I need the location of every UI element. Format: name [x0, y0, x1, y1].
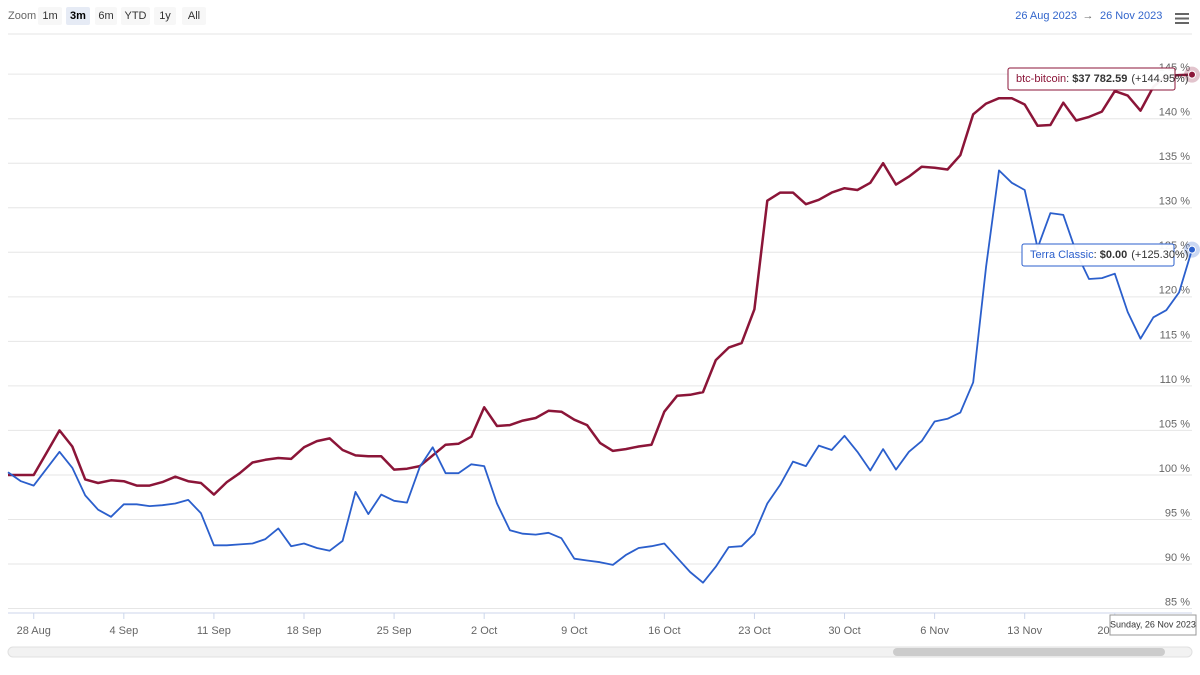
range-button-label[interactable]: All: [188, 10, 200, 22]
range-button[interactable]: [121, 7, 150, 25]
tooltip-price: $37 782.59: [1072, 73, 1127, 85]
zoom-label: Zoom: [8, 10, 36, 22]
y-tick-label: 90 %: [1165, 552, 1190, 564]
x-tick-label: 6 Nov: [920, 625, 949, 637]
tooltip-series: btc-bitcoin: [1016, 73, 1066, 85]
x-tick-label: 4 Sep: [109, 625, 138, 637]
x-tick-label: 9 Oct: [561, 625, 587, 637]
y-tick-label: 110 %: [1160, 374, 1191, 386]
tooltip-text: Terra Classic: $0.00 (+125.30%): [1030, 249, 1188, 261]
date-to[interactable]: 26 Nov 2023: [1100, 10, 1162, 22]
date-arrow: →: [1083, 10, 1094, 22]
x-tick-label: 2 Oct: [471, 625, 497, 637]
x-tick-label: 13 Nov: [1007, 625, 1042, 637]
y-tick-label: 120 %: [1159, 285, 1190, 297]
tooltip-change: (+144.95%): [1131, 73, 1188, 85]
range-button[interactable]: [66, 7, 90, 25]
range-button[interactable]: [182, 7, 206, 25]
menu-icon[interactable]: [1175, 13, 1189, 24]
tooltip-sep: :: [1066, 73, 1072, 85]
range-button-label[interactable]: YTD: [125, 10, 147, 22]
range-button-label[interactable]: 1y: [159, 10, 171, 22]
y-tick-label: 95 %: [1165, 507, 1190, 519]
y-tick-label: 100 %: [1159, 463, 1190, 475]
x-tick-label: 16 Oct: [648, 625, 680, 637]
range-button-label[interactable]: 3m: [70, 10, 86, 22]
end-marker: [1188, 245, 1196, 254]
x-tick-label: 23 Oct: [738, 625, 770, 637]
date-from[interactable]: 26 Aug 2023: [1015, 10, 1077, 22]
y-tick-label: 135 %: [1159, 151, 1190, 163]
tooltip-price: $0.00: [1100, 249, 1128, 261]
y-tick-label: 115 %: [1160, 329, 1191, 341]
x-tick-label: 28 Aug: [17, 625, 51, 637]
scrollbar-thumb[interactable]: [893, 648, 1165, 656]
range-button[interactable]: [154, 7, 176, 25]
tooltip-change: (+125.30%): [1131, 249, 1188, 261]
y-tick-label: 85 %: [1165, 596, 1190, 608]
x-tick-label: 30 Oct: [828, 625, 860, 637]
tooltip-sep: :: [1094, 249, 1100, 261]
end-marker: [1188, 70, 1196, 79]
range-button[interactable]: [38, 7, 62, 25]
crosshair-label: Sunday, 26 Nov 2023: [1110, 619, 1196, 629]
x-tick-label: 25 Sep: [377, 625, 412, 637]
tooltip-box: [1021, 243, 1175, 267]
y-tick-label: 105 %: [1159, 418, 1190, 430]
range-button[interactable]: [95, 7, 117, 25]
range-button-label[interactable]: 1m: [42, 10, 57, 22]
series-line: [8, 73, 1193, 496]
tooltip-box: [1007, 67, 1176, 91]
range-button-label[interactable]: 6m: [98, 10, 113, 22]
tooltip-text: btc-bitcoin: $37 782.59 (+144.95%): [1016, 73, 1189, 85]
tooltip-series: Terra Classic: [1030, 249, 1094, 261]
series-line: [7, 169, 1193, 584]
crosshair-label-box: [1109, 614, 1197, 636]
x-tick-label: 11 Sep: [197, 625, 231, 637]
y-tick-label: 140 %: [1159, 107, 1190, 119]
x-tick-label: 18 Sep: [287, 625, 322, 637]
y-tick-label: 130 %: [1159, 196, 1190, 208]
